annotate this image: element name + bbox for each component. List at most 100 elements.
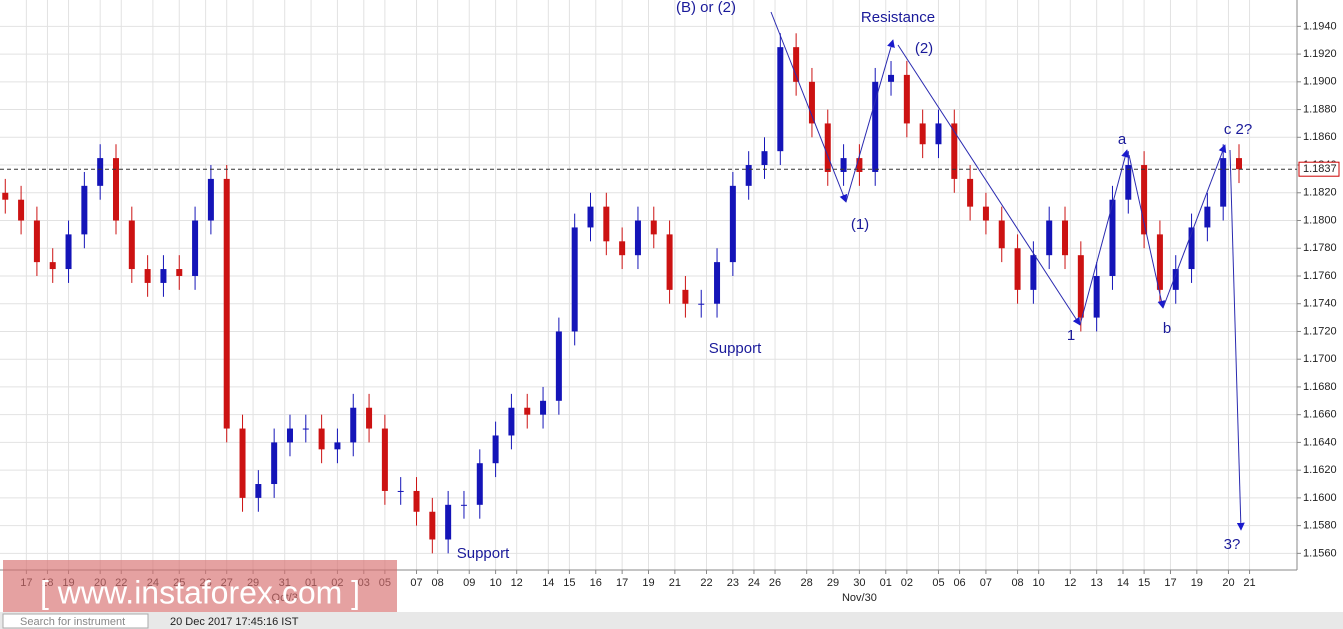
y-tick-label: 1.1700 <box>1303 353 1337 365</box>
y-tick-label: 1.1780 <box>1303 242 1337 254</box>
y-tick-label: 1.1580 <box>1303 520 1337 532</box>
candle-body <box>634 220 641 256</box>
x-tick-label: 08 <box>1011 577 1023 589</box>
candle-body <box>1188 227 1195 270</box>
candle-body <box>998 220 1005 249</box>
candle-body <box>112 158 119 221</box>
candle-body <box>714 262 721 304</box>
candle-body <box>1141 165 1148 235</box>
x-tick-label: 22 <box>700 577 712 589</box>
candle-body <box>1046 220 1053 256</box>
x-tick-label: 28 <box>801 577 813 589</box>
y-tick-label: 1.1920 <box>1303 48 1337 60</box>
candle-body <box>619 241 626 256</box>
search-box[interactable] <box>2 613 149 629</box>
candle-body <box>318 428 325 450</box>
candle-body <box>97 158 104 186</box>
x-tick-label: 10 <box>489 577 501 589</box>
search-placeholder: Search for instrument <box>20 616 125 628</box>
x-tick-label: 29 <box>827 577 839 589</box>
candle-body <box>366 407 373 429</box>
x-tick-label: 10 <box>1033 577 1045 589</box>
candle-body <box>334 442 341 450</box>
candle-body <box>429 511 436 540</box>
y-tick-label: 1.1640 <box>1303 436 1337 448</box>
y-tick-label: 1.1860 <box>1303 131 1337 143</box>
x-tick-label: 19 <box>1191 577 1203 589</box>
x-tick-label: 24 <box>748 577 760 589</box>
y-tick-label: 1.1880 <box>1303 103 1337 115</box>
candle-body <box>1125 165 1132 200</box>
candle-body <box>888 74 895 82</box>
x-tick-label: 01 <box>880 577 892 589</box>
candle-body <box>1220 158 1227 207</box>
candle-body <box>682 289 689 304</box>
x-sublabel: Nov/30 <box>842 592 877 604</box>
x-tick-label: 21 <box>669 577 681 589</box>
candle-body <box>919 123 926 145</box>
candle-body <box>192 220 199 276</box>
x-tick-label: 06 <box>953 577 965 589</box>
candle-body <box>492 435 499 464</box>
candle-body <box>808 81 815 124</box>
candle-body <box>286 428 293 443</box>
candle-body <box>160 269 167 283</box>
candle-body <box>207 178 214 221</box>
candle-body <box>33 220 40 263</box>
candle-body <box>445 504 452 540</box>
wave-annotation: c 2? <box>1224 121 1252 138</box>
x-tick-label: 12 <box>511 577 523 589</box>
wave-annotation: a <box>1118 131 1127 148</box>
y-tick-label: 1.1760 <box>1303 270 1337 282</box>
y-tick-label: 1.1680 <box>1303 381 1337 393</box>
candle-body <box>1156 234 1163 290</box>
x-tick-label: 07 <box>410 577 422 589</box>
y-tick-label: 1.1820 <box>1303 187 1337 199</box>
x-tick-label: 05 <box>932 577 944 589</box>
candle-body <box>1030 255 1037 290</box>
candle-body <box>255 484 262 498</box>
wave-annotation: (2) <box>915 40 933 57</box>
wave-lines <box>770 11 1245 531</box>
x-tick-label: 09 <box>463 577 475 589</box>
y-tick-label: 1.1900 <box>1303 76 1337 88</box>
candle-body <box>49 262 56 270</box>
candle-body <box>903 74 910 124</box>
candle-body <box>777 47 784 152</box>
y-tick-label: 1.1600 <box>1303 492 1337 504</box>
y-tick-label: 1.1720 <box>1303 325 1337 337</box>
timestamp: 20 Dec 2017 17:45:16 IST <box>170 616 299 628</box>
x-tick-label: 12 <box>1064 577 1076 589</box>
candle-body <box>1014 248 1021 290</box>
wave-annotation: Support <box>709 340 762 357</box>
candle-body <box>982 206 989 221</box>
x-tick-label: 08 <box>431 577 443 589</box>
candle-body <box>460 504 467 506</box>
wave-annotation: (B) or (2) <box>676 0 736 16</box>
candle-body <box>555 331 562 401</box>
candle-body <box>1093 275 1100 318</box>
candle-body <box>935 123 942 145</box>
candle-body <box>840 158 847 172</box>
candle-body <box>397 490 404 492</box>
candle-body <box>128 220 135 270</box>
candle-body <box>761 151 768 166</box>
x-tick-label: 15 <box>563 577 575 589</box>
x-tick-label: 17 <box>1164 577 1176 589</box>
x-tick-label: 21 <box>1243 577 1255 589</box>
candle-body <box>666 234 673 290</box>
wave-annotation: Support <box>457 545 510 562</box>
wave-annotation: Resistance <box>861 9 935 26</box>
candle-body <box>508 407 515 436</box>
x-tick-label: 14 <box>1117 577 1129 589</box>
current-price-box <box>1298 161 1340 177</box>
x-tick-label: 19 <box>642 577 654 589</box>
x-tick-label: 02 <box>901 577 913 589</box>
candle-body <box>1204 206 1211 228</box>
candle-body <box>540 400 547 415</box>
candle-body <box>824 123 831 172</box>
candle-body <box>1236 158 1243 170</box>
x-tick-label: 07 <box>980 577 992 589</box>
candle-body <box>650 220 657 235</box>
